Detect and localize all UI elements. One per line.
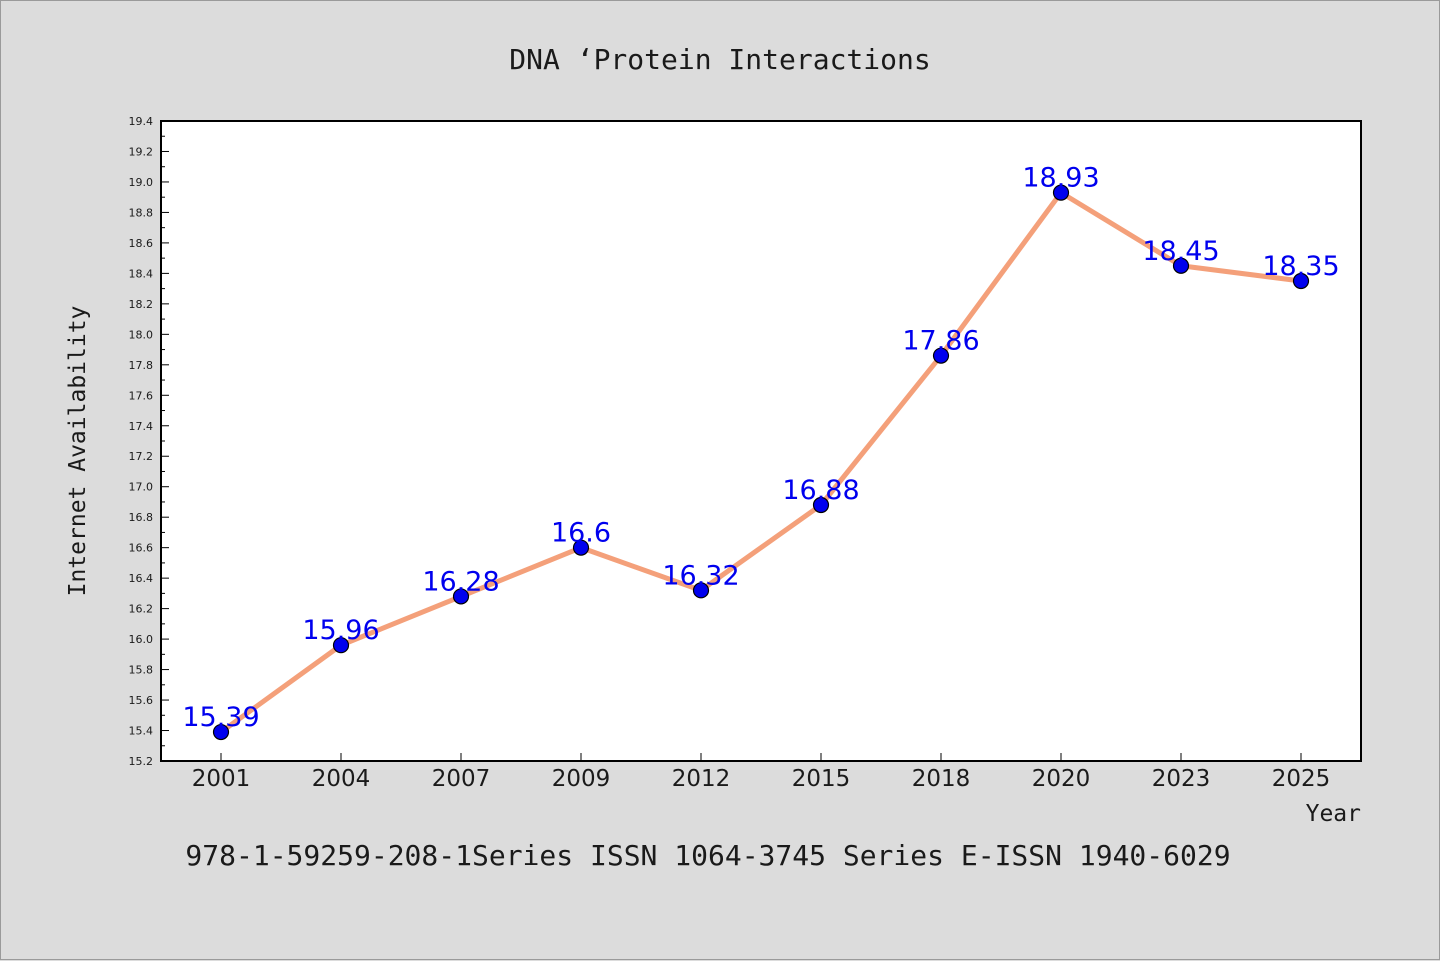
y-axis-label: Internet Availability: [65, 306, 91, 597]
y-tick-label: 15.4: [129, 725, 154, 738]
footer-identifiers: 978-1-59259-208-1Series ISSN 1064-3745 S…: [185, 839, 1230, 872]
plot-area: [160, 120, 1362, 762]
data-label: 15.39: [182, 702, 259, 733]
data-label: 18.45: [1142, 236, 1219, 267]
x-tick-label: 2018: [912, 766, 971, 792]
y-tick-label: 18.8: [129, 206, 154, 219]
data-label: 16.6: [551, 518, 611, 549]
y-axis: 15.2 15.4 15.6 15.8 16.0 16.2 16.4 16.6 16.8 17.0…: [129, 115, 169, 768]
x-tick-label: 2025: [1272, 766, 1331, 792]
y-tick-label: 18.2: [129, 298, 154, 311]
y-tick-label: 18.4: [129, 267, 154, 280]
data-point: [1292, 272, 1310, 290]
data-point: [332, 637, 350, 654]
series-line: [218, 190, 1304, 735]
data-label: 16.32: [662, 560, 739, 591]
y-tick-label: 16.6: [129, 542, 154, 555]
y-tick-label: 19.0: [129, 176, 154, 189]
data-point: [1172, 257, 1190, 274]
x-tick-label: 2001: [192, 766, 251, 792]
data-point: [812, 496, 830, 514]
y-tick-label: 16.4: [129, 572, 154, 585]
data-point: [572, 539, 590, 556]
y-tick-label: 17.2: [129, 450, 154, 463]
data-point: [692, 582, 710, 599]
y-tick-label: 17.4: [129, 420, 154, 433]
markers-layer: [212, 184, 1310, 741]
data-label: 18.35: [1262, 251, 1339, 282]
y-tick-label: 16.8: [129, 511, 154, 524]
data-labels-layer: 15.39 15.96 16.28 16.6 16.32 16.88 17.86 18.93 1…: [182, 163, 1339, 733]
x-tick-label: 2015: [792, 766, 851, 792]
y-tick-label: 17.6: [129, 389, 154, 402]
x-tick-label: 2004: [312, 766, 371, 792]
y-tick-label: 16.0: [129, 633, 154, 646]
data-label: 15.96: [302, 615, 379, 646]
data-label: 16.88: [782, 475, 859, 506]
series-layer: [218, 190, 1304, 735]
x-tick-label: 2012: [672, 766, 731, 792]
x-axis: 2001 2004 2007 2009 2012 2015 2018 2020 2023 2025: [192, 753, 1331, 792]
x-tick-label: 2007: [432, 766, 491, 792]
y-tick-label: 19.2: [129, 145, 154, 158]
data-label: 17.86: [902, 326, 979, 357]
x-tick-label: 2020: [1032, 766, 1091, 792]
chart-title: DNA ‘Protein Interactions: [509, 43, 930, 76]
x-tick-label: 2023: [1152, 766, 1211, 792]
data-point: [932, 347, 950, 364]
data-point: [212, 723, 230, 741]
y-tick-label: 15.8: [129, 664, 154, 677]
y-tick-label: 15.2: [129, 755, 154, 768]
y-tick-label: 18.0: [129, 328, 154, 341]
data-point: [1052, 184, 1070, 201]
x-axis-label: Year: [1306, 801, 1361, 827]
y-tick-label: 19.4: [129, 115, 154, 128]
x-tick-label: 2009: [552, 766, 611, 792]
data-label: 18.93: [1022, 163, 1099, 194]
data-label: 16.28: [422, 566, 499, 597]
y-tick-label: 18.6: [129, 237, 154, 250]
y-tick-label: 17.8: [129, 359, 154, 372]
y-tick-label: 16.2: [129, 603, 154, 616]
data-point: [452, 588, 470, 605]
y-tick-label: 17.0: [129, 481, 154, 494]
y-tick-label: 15.6: [129, 694, 154, 707]
